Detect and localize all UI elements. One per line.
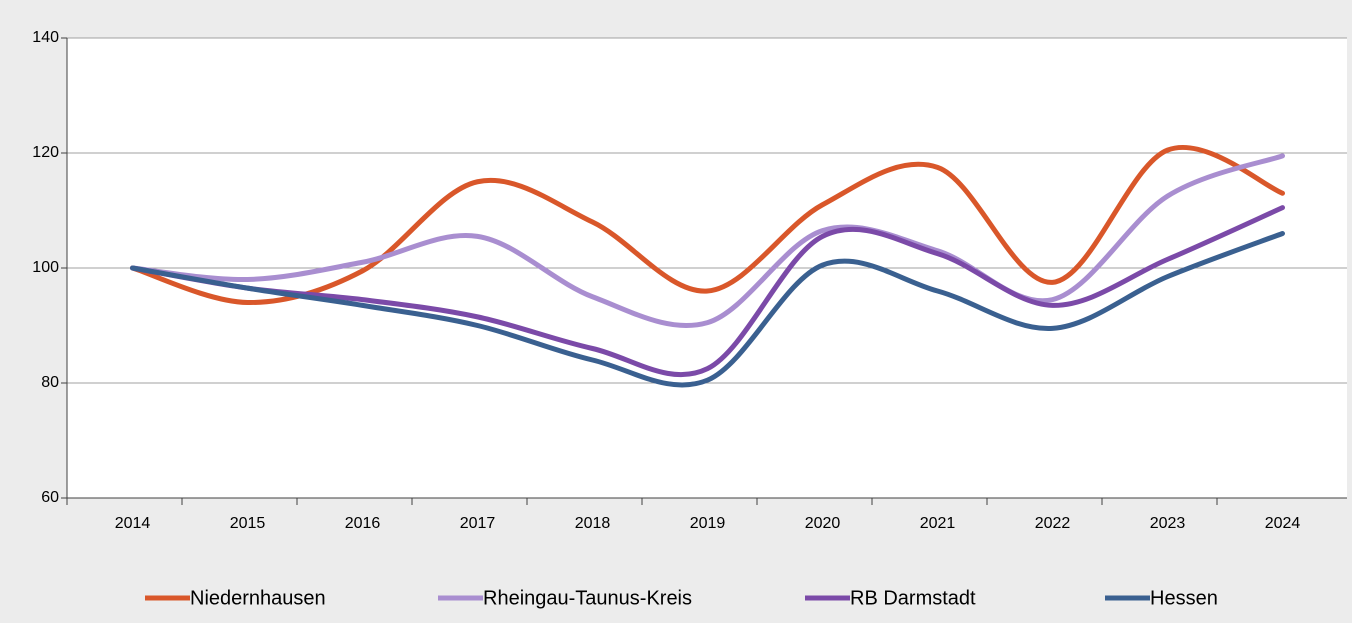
y-tick-label: 120 — [32, 144, 59, 161]
series-line — [130, 145, 1285, 306]
y-tick-label: 100 — [32, 259, 59, 276]
x-tick-label: 2024 — [1265, 515, 1301, 532]
y-tick-label: 140 — [32, 29, 59, 46]
x-tick-label: 2017 — [460, 515, 496, 532]
x-tick-label: 2018 — [575, 515, 611, 532]
x-tick-label: 2019 — [690, 515, 726, 532]
series-line — [130, 153, 1285, 329]
y-tick-label: 80 — [41, 374, 59, 391]
legend-label: Rheingau-Taunus-Kreis — [483, 587, 692, 609]
x-tick-label: 2014 — [115, 515, 151, 532]
series-line — [130, 231, 1285, 388]
x-tick-label: 2015 — [230, 515, 266, 532]
x-tick-label: 2016 — [345, 515, 381, 532]
x-tick-label: 2021 — [920, 515, 956, 532]
x-tick-label: 2022 — [1035, 515, 1071, 532]
x-tick-label: 2020 — [805, 515, 841, 532]
series-line — [130, 205, 1285, 378]
legend-label: RB Darmstadt — [850, 587, 976, 609]
legend-label: Hessen — [1150, 587, 1218, 609]
legend-label: Niedernhausen — [190, 587, 326, 609]
x-tick-label: 2023 — [1150, 515, 1186, 532]
y-tick-label: 60 — [41, 489, 59, 506]
